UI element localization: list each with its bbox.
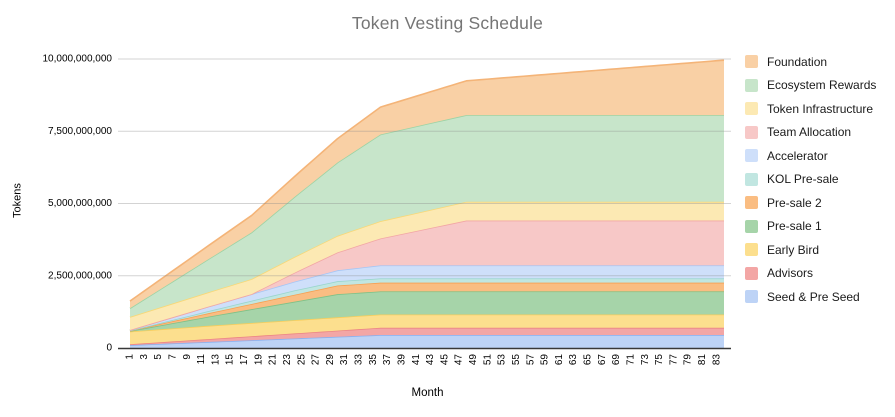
legend-item-kol-pre-sale[interactable]: KOL Pre-sale (745, 172, 876, 186)
legend-label: Pre-sale 2 (767, 195, 822, 210)
gridlines: 0 2,500,000,000 5,000,000,000 7,500,000,000… (42, 54, 731, 354)
chart-title: Token Vesting Schedule (351, 13, 544, 33)
x-tick-label: 47 (454, 354, 465, 366)
x-tick-label: 61 (554, 354, 565, 366)
legend-swatch (745, 55, 758, 68)
legend-label: Foundation (767, 54, 828, 69)
x-tick-label: 23 (282, 354, 293, 366)
legend-item-pre-sale-2[interactable]: Pre-sale 2 (745, 195, 876, 210)
area-ecosystem-rewards (130, 115, 724, 317)
x-tick-label: 75 (654, 354, 665, 366)
legend-swatch (745, 243, 758, 256)
legend-item-team-allocation[interactable]: Team Allocation (745, 125, 876, 139)
legend-label: Seed & Pre Seed (767, 289, 860, 304)
legend-item-early-bird[interactable]: Early Bird (745, 242, 876, 257)
y-tick-label: 2,500,000,000 (48, 270, 112, 281)
x-tick-label: 17 (239, 354, 250, 366)
x-tick-label: 11 (196, 354, 207, 365)
stacked-areas (129, 59, 725, 348)
x-tick-label: 53 (497, 354, 508, 366)
x-tick-label: 37 (382, 354, 393, 366)
legend-item-advisors[interactable]: Advisors (745, 266, 876, 280)
legend-label: Early Bird (767, 242, 820, 257)
area-pre-sale-1 (130, 291, 724, 332)
legend-swatch (745, 196, 758, 209)
area-advisors (130, 327, 724, 346)
area-foundation (130, 60, 724, 309)
legend-label: KOL Pre-sale (767, 172, 839, 186)
x-tick-label: 79 (683, 354, 694, 366)
legend-swatch (745, 172, 758, 186)
legend-swatch (745, 219, 758, 233)
legend-label: Pre-sale 1 (767, 219, 822, 233)
legend-item-foundation[interactable]: Foundation (745, 54, 876, 69)
legend-item-accelerator[interactable]: Accelerator (745, 148, 876, 163)
legend-label: Advisors (767, 266, 814, 280)
x-tick-labels: 1 3 5 7 9 11 13 15 17 19 21 23 25 27 29 31 33 35 37 39 41 43 4… (125, 354, 723, 366)
x-tick-label: 13 (210, 354, 221, 366)
legend-label: Token Infrastructure (767, 101, 874, 116)
legend: Foundation Ecosystem Rewards Token Infrast… (745, 55, 876, 314)
legend-item-ecosystem-rewards[interactable]: Ecosystem Rewards (745, 78, 877, 92)
x-tick-label: 65 (583, 354, 594, 366)
legend-item-token-infrastructure[interactable]: Token Infrastructure (745, 101, 876, 116)
x-tick-label: 21 (268, 354, 279, 366)
x-tick-label: 15 (225, 354, 236, 366)
y-tick-label: 10,000,000,000 (42, 54, 112, 65)
x-tick-label: 43 (425, 354, 436, 366)
x-tick-label: 41 (411, 354, 422, 366)
area-kol-pre-sale (130, 278, 724, 331)
x-tick-label: 67 (597, 354, 608, 366)
x-tick-label: 69 (611, 354, 622, 366)
x-tick-label: 39 (396, 354, 407, 366)
legend-label: Accelerator (767, 148, 828, 163)
x-tick-label: 77 (668, 354, 679, 366)
y-tick-label: 5,000,000,000 (48, 198, 112, 209)
edge-foundation (129, 59, 725, 302)
x-tick-label: 5 (153, 354, 164, 360)
x-tick-label: 33 (354, 354, 365, 366)
x-tick-label: 57 (525, 354, 536, 366)
legend-label: Team Allocation (767, 125, 852, 139)
area-team-allocation (130, 220, 724, 330)
x-tick-label: 49 (468, 354, 479, 366)
legend-swatch (745, 149, 758, 162)
x-tick-label: 25 (296, 354, 307, 366)
x-tick-label: 3 (139, 354, 150, 360)
x-tick-label: 1 (125, 354, 136, 360)
legend-swatch (745, 125, 758, 139)
x-tick-label: 73 (640, 354, 651, 366)
legend-label: Ecosystem Rewards (767, 78, 877, 92)
x-tick-label: 27 (311, 354, 322, 366)
x-tick-label: 59 (540, 354, 551, 366)
x-tick-label: 19 (253, 354, 264, 366)
legend-swatch (745, 78, 758, 92)
x-axis-title: Month (411, 387, 444, 399)
legend-swatch (745, 266, 758, 280)
x-tick-label: 31 (339, 354, 350, 366)
y-tick-label: 7,500,000,000 (48, 126, 112, 137)
area-accelerator (130, 265, 724, 331)
area-seed-pre-seed (130, 334, 724, 348)
x-tick-label: 45 (439, 354, 450, 366)
area-pre-sale-2 (130, 282, 724, 331)
legend-item-pre-sale-1[interactable]: Pre-sale 1 (745, 219, 876, 233)
x-tick-label: 35 (368, 354, 379, 366)
x-tick-label: 83 (711, 354, 722, 366)
x-tick-label: 81 (697, 354, 708, 366)
x-tick-label: 55 (511, 354, 522, 366)
y-tick-label: 0 (106, 343, 112, 354)
area-token-infrastructure (130, 201, 724, 330)
legend-swatch (745, 102, 758, 115)
x-tick-label: 63 (568, 354, 579, 366)
x-tick-label: 29 (325, 354, 336, 366)
legend-swatch (745, 290, 758, 303)
x-tick-label: 7 (167, 354, 178, 360)
x-tick-label: 9 (182, 354, 193, 360)
x-tick-label: 71 (625, 354, 636, 366)
x-tick-label: 51 (482, 354, 493, 366)
legend-item-seed-pre-seed[interactable]: Seed & Pre Seed (745, 289, 876, 304)
